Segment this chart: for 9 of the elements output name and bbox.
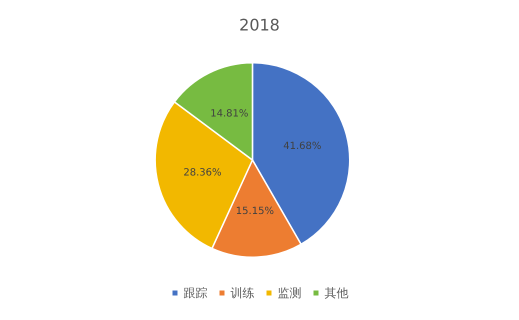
data-label: 14.81% [210, 108, 248, 120]
data-label: 15.15% [236, 206, 274, 218]
data-label: 41.68% [283, 141, 322, 152]
chart-title: 2018 [239, 16, 280, 34]
data-label: 28.36% [183, 167, 222, 178]
legend-label: 监测 [278, 286, 302, 300]
legend-label: 其他 [324, 286, 348, 300]
legend-label: 训练 [230, 286, 254, 300]
legend-label: 跟踪 [184, 286, 208, 300]
